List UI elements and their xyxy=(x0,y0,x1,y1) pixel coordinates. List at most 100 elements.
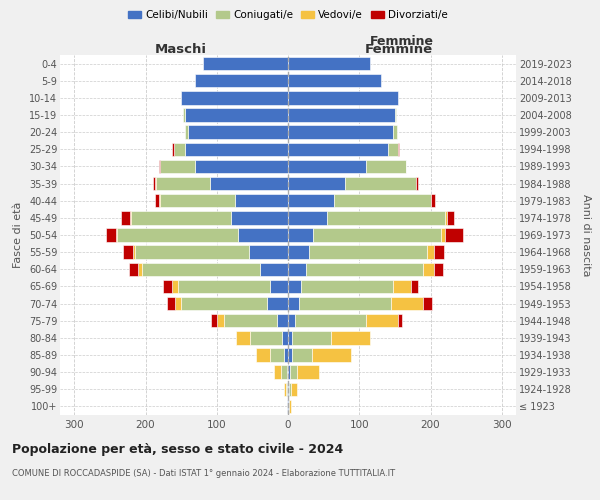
Text: Femmine: Femmine xyxy=(364,43,433,56)
Bar xyxy=(327,211,445,224)
Bar xyxy=(310,246,427,259)
Bar xyxy=(196,74,288,88)
Bar xyxy=(301,280,394,293)
Bar xyxy=(152,177,155,190)
Bar xyxy=(235,194,288,207)
Bar xyxy=(398,142,399,156)
Bar xyxy=(313,228,441,241)
Bar xyxy=(434,246,444,259)
Bar xyxy=(367,314,398,328)
Bar xyxy=(175,297,181,310)
Bar xyxy=(163,280,172,293)
Bar xyxy=(106,228,116,241)
Bar xyxy=(122,246,133,259)
Text: COMUNE DI ROCCADASPIDE (SA) - Dati ISTAT 1° gennaio 2024 - Elaborazione TUTTITAL: COMUNE DI ROCCADASPIDE (SA) - Dati ISTAT… xyxy=(12,469,395,478)
Bar xyxy=(288,57,370,70)
Bar xyxy=(130,211,131,224)
Bar xyxy=(288,177,345,190)
Bar xyxy=(288,91,398,104)
Bar xyxy=(270,348,284,362)
Bar xyxy=(217,314,224,328)
Y-axis label: Anni di nascita: Anni di nascita xyxy=(581,194,591,276)
Bar xyxy=(270,280,288,293)
Bar xyxy=(445,228,463,241)
Bar xyxy=(129,262,139,276)
Bar xyxy=(288,211,327,224)
Y-axis label: Fasce di età: Fasce di età xyxy=(13,202,23,268)
Bar xyxy=(139,262,142,276)
Bar xyxy=(196,160,288,173)
Bar xyxy=(160,160,196,173)
Bar xyxy=(311,348,350,362)
Bar xyxy=(295,314,367,328)
Bar xyxy=(288,331,292,344)
Text: Femmine: Femmine xyxy=(370,35,434,48)
Bar xyxy=(231,211,288,224)
Bar xyxy=(394,126,397,139)
Bar xyxy=(431,194,435,207)
Bar xyxy=(133,246,135,259)
Bar xyxy=(288,366,290,379)
Bar xyxy=(135,246,249,259)
Bar xyxy=(172,142,174,156)
Bar xyxy=(121,211,130,224)
Bar xyxy=(331,331,370,344)
Bar xyxy=(447,211,454,224)
Bar xyxy=(224,314,277,328)
Bar xyxy=(297,366,319,379)
Bar xyxy=(172,280,178,293)
Bar xyxy=(181,91,288,104)
Bar xyxy=(281,366,287,379)
Bar xyxy=(288,348,292,362)
Bar xyxy=(394,280,411,293)
Bar xyxy=(256,348,270,362)
Bar xyxy=(427,246,434,259)
Bar xyxy=(291,382,296,396)
Bar xyxy=(288,382,289,396)
Bar xyxy=(142,262,260,276)
Bar xyxy=(287,400,288,413)
Bar xyxy=(286,382,287,396)
Bar xyxy=(288,400,289,413)
Bar xyxy=(334,194,431,207)
Bar xyxy=(367,160,406,173)
Bar xyxy=(277,314,288,328)
Bar xyxy=(185,142,288,156)
Bar xyxy=(288,194,334,207)
Bar xyxy=(388,142,398,156)
Bar xyxy=(398,314,402,328)
Bar xyxy=(288,160,367,173)
Bar xyxy=(445,211,447,224)
Bar xyxy=(159,160,160,173)
Bar xyxy=(238,228,288,241)
Bar xyxy=(292,331,331,344)
Bar xyxy=(155,194,159,207)
Bar xyxy=(274,366,281,379)
Bar xyxy=(306,262,424,276)
Bar xyxy=(345,177,416,190)
Bar xyxy=(116,228,117,241)
Bar xyxy=(289,400,291,413)
Bar xyxy=(288,314,295,328)
Bar xyxy=(288,262,306,276)
Bar xyxy=(284,348,288,362)
Bar xyxy=(288,297,299,310)
Bar xyxy=(167,297,175,310)
Bar xyxy=(188,126,288,139)
Text: Popolazione per età, sesso e stato civile - 2024: Popolazione per età, sesso e stato civil… xyxy=(12,442,343,456)
Bar xyxy=(131,211,231,224)
Bar xyxy=(183,108,185,122)
Bar xyxy=(391,297,424,310)
Bar xyxy=(288,108,395,122)
Text: Maschi: Maschi xyxy=(155,43,207,56)
Bar xyxy=(299,297,391,310)
Bar xyxy=(424,297,432,310)
Bar xyxy=(185,126,188,139)
Bar xyxy=(441,228,445,241)
Bar xyxy=(283,331,288,344)
Legend: Celibi/Nubili, Coniugati/e, Vedovi/e, Divorziati/e: Celibi/Nubili, Coniugati/e, Vedovi/e, Di… xyxy=(124,6,452,25)
Bar xyxy=(288,246,310,259)
Bar xyxy=(249,246,288,259)
Bar xyxy=(211,314,217,328)
Bar xyxy=(288,280,301,293)
